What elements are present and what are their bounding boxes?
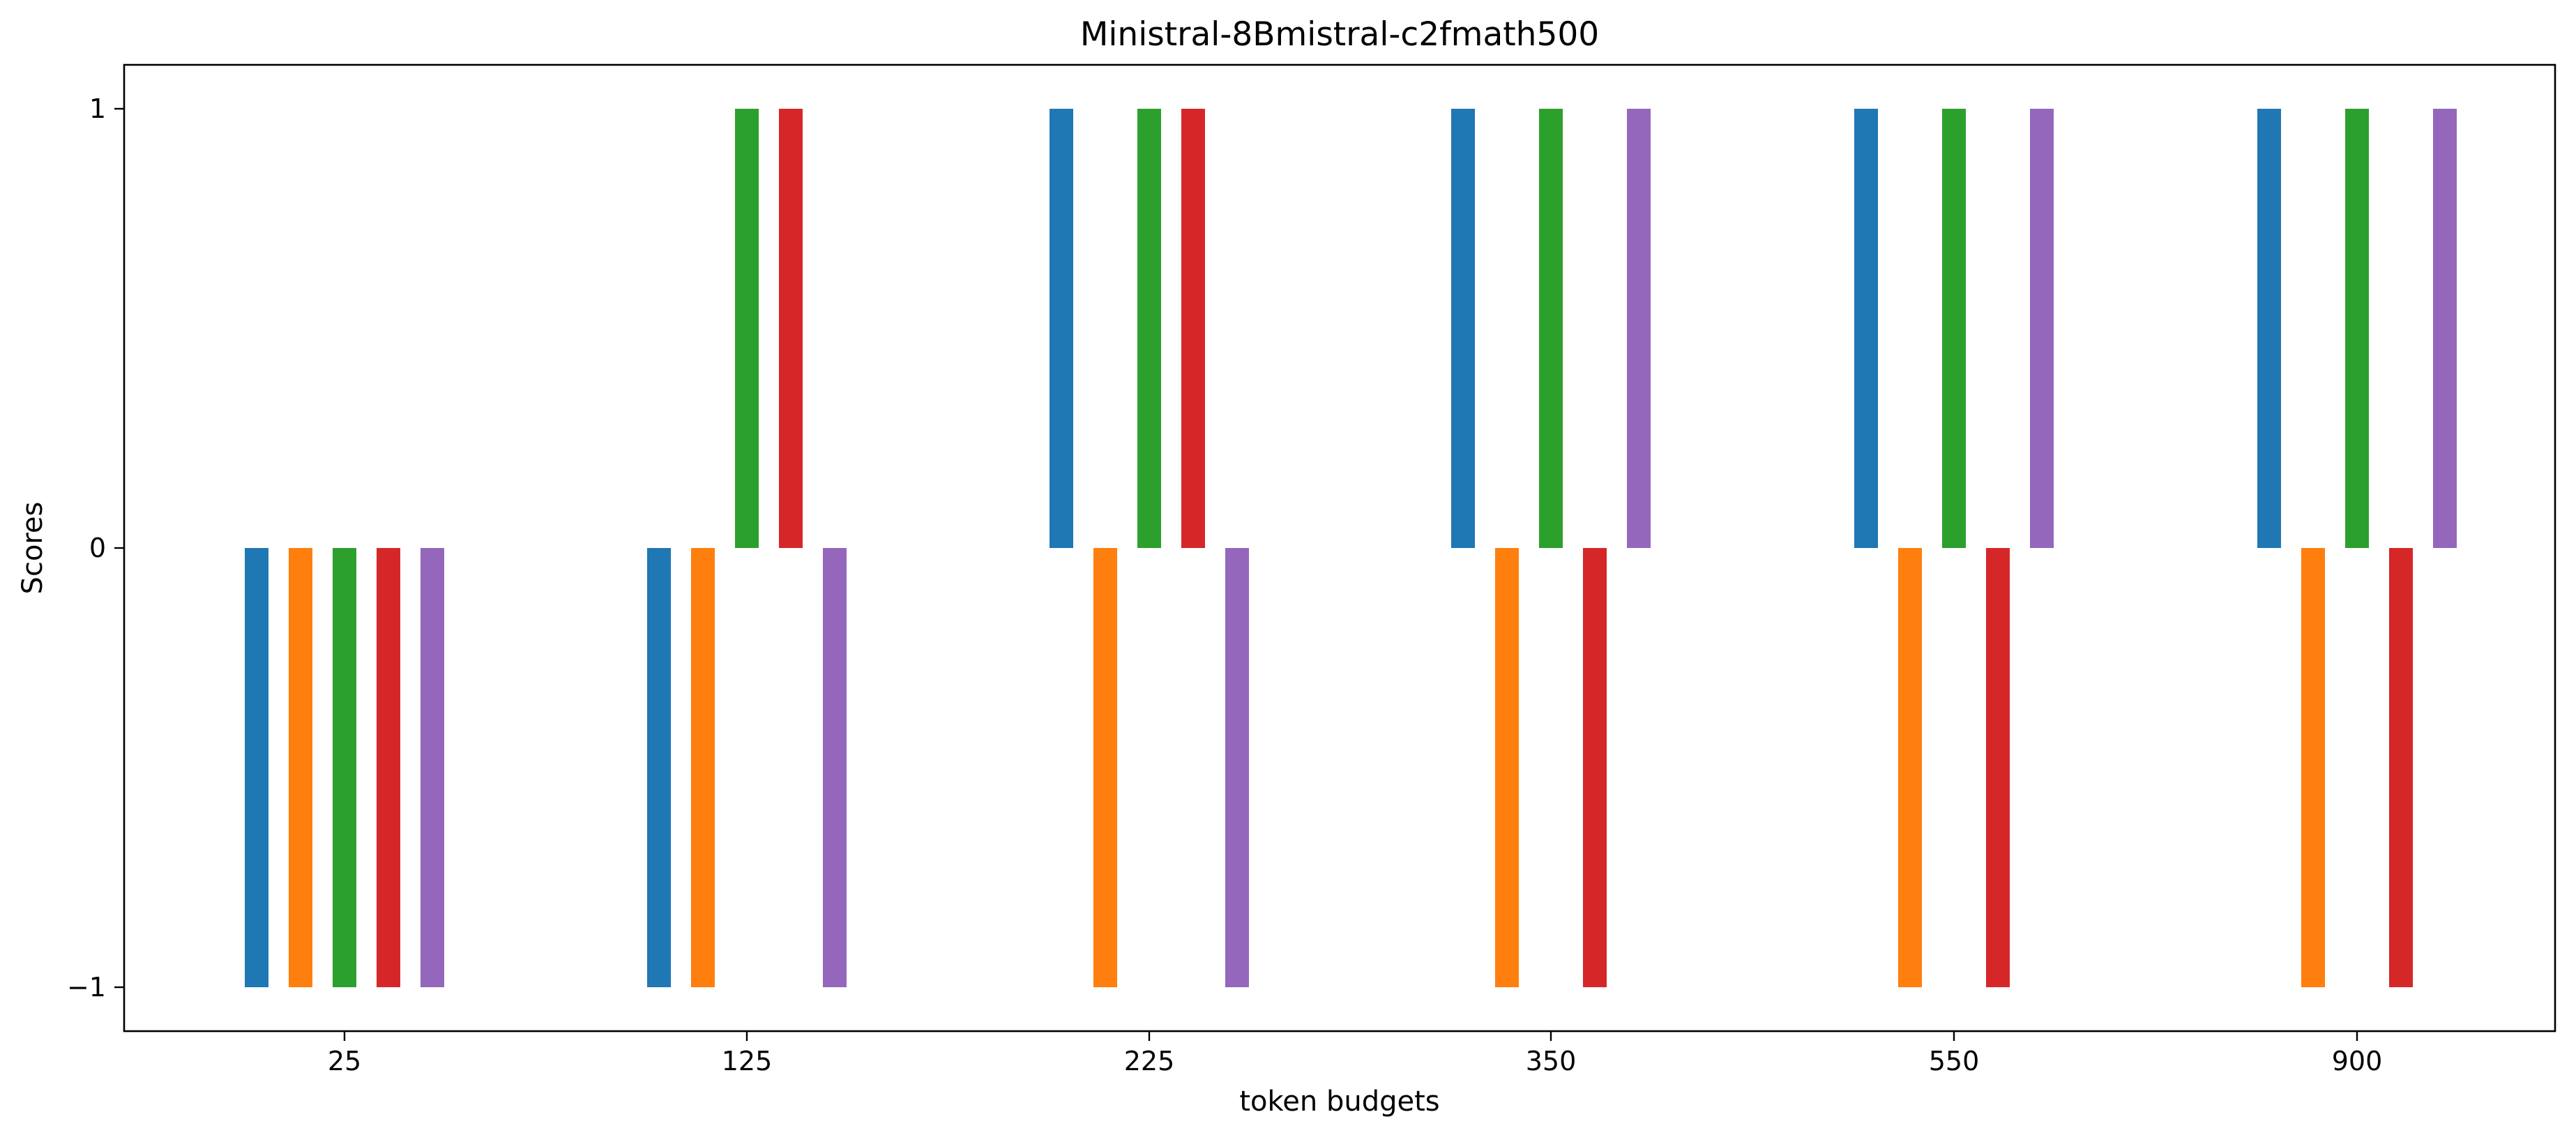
y-tick-label: 0 (89, 533, 106, 563)
bar-series-4-225 (1181, 109, 1205, 548)
bar-series-3-225 (1137, 109, 1161, 548)
x-tick-label: 350 (1526, 1046, 1577, 1076)
x-tick-label: 125 (722, 1046, 773, 1076)
bar-series-5-25 (421, 548, 444, 987)
bar-series-3-900 (2345, 109, 2369, 548)
bar-series-2-125 (691, 548, 715, 987)
x-tick-label: 225 (1124, 1046, 1175, 1076)
x-axis-label: token budgets (1239, 1086, 1439, 1118)
bar-series-4-350 (1583, 548, 1607, 987)
bar-series-5-550 (2030, 109, 2054, 548)
bar-series-4-900 (2389, 548, 2413, 987)
bar-series-5-125 (823, 548, 847, 987)
y-tick-label: 1 (89, 93, 106, 124)
bar-series-1-350 (1451, 109, 1475, 548)
bar-series-1-550 (1854, 109, 1878, 548)
bar-series-2-550 (1898, 548, 1922, 987)
bars-layer (245, 109, 2457, 987)
bar-series-2-225 (1093, 548, 1117, 987)
bar-series-1-125 (647, 548, 671, 987)
x-tick-label: 25 (328, 1046, 361, 1076)
bar-series-5-350 (1627, 109, 1651, 548)
bar-series-3-125 (735, 109, 759, 548)
bar-series-1-225 (1050, 109, 1073, 548)
bar-series-4-550 (1986, 548, 2010, 987)
x-tick-label: 550 (1929, 1046, 1980, 1076)
ticks-layer: 25 125 225 350 550 900 −1 0 1 (67, 93, 2382, 1076)
chart-title: Ministral-8Bmistral-c2fmath500 (1080, 15, 1599, 54)
y-axis-label: Scores (17, 502, 49, 595)
bar-series-3-25 (333, 548, 356, 987)
x-tick-label: 900 (2332, 1046, 2383, 1076)
bar-series-2-900 (2301, 548, 2325, 987)
bar-series-4-25 (377, 548, 400, 987)
bar-series-2-350 (1495, 548, 1519, 987)
y-tick-label: −1 (67, 972, 106, 1003)
plot-frame (123, 63, 2556, 1033)
bar-series-5-900 (2433, 109, 2457, 548)
bar-series-2-25 (289, 548, 312, 987)
bar-series-4-125 (779, 109, 803, 548)
bar-series-3-550 (1942, 109, 1966, 548)
bar-series-1-25 (245, 548, 268, 987)
bar-series-1-900 (2257, 109, 2281, 548)
bar-series-5-225 (1225, 548, 1249, 987)
bar-series-3-350 (1539, 109, 1563, 548)
